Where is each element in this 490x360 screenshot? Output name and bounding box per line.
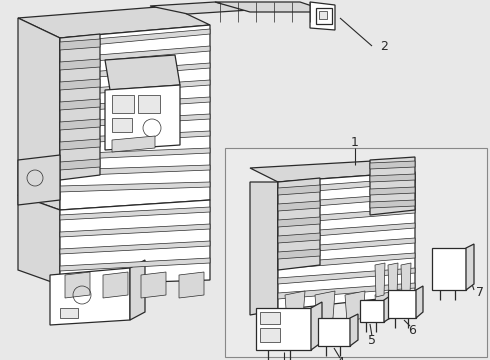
Polygon shape xyxy=(215,2,330,12)
Text: 7: 7 xyxy=(476,287,484,300)
Bar xyxy=(319,11,327,19)
Polygon shape xyxy=(18,6,210,38)
Polygon shape xyxy=(375,263,385,297)
Polygon shape xyxy=(278,178,320,270)
Polygon shape xyxy=(105,55,180,90)
Polygon shape xyxy=(112,136,155,152)
Polygon shape xyxy=(285,291,305,322)
Polygon shape xyxy=(18,155,60,205)
Polygon shape xyxy=(278,178,415,194)
Polygon shape xyxy=(370,161,415,169)
Polygon shape xyxy=(278,201,320,211)
Polygon shape xyxy=(466,244,474,290)
Polygon shape xyxy=(141,272,166,298)
Text: 1: 1 xyxy=(351,136,359,149)
Polygon shape xyxy=(278,172,415,310)
Polygon shape xyxy=(278,253,415,269)
Polygon shape xyxy=(310,2,335,30)
Polygon shape xyxy=(60,139,100,150)
Polygon shape xyxy=(60,39,100,50)
Polygon shape xyxy=(60,182,210,192)
Bar xyxy=(316,8,332,24)
Polygon shape xyxy=(130,260,145,320)
Polygon shape xyxy=(278,268,415,284)
Polygon shape xyxy=(278,217,320,227)
Polygon shape xyxy=(370,174,415,182)
Text: 6: 6 xyxy=(408,324,416,337)
Polygon shape xyxy=(103,272,128,298)
Polygon shape xyxy=(60,159,100,170)
Polygon shape xyxy=(60,207,210,220)
Bar xyxy=(260,328,280,342)
Polygon shape xyxy=(60,148,210,160)
Polygon shape xyxy=(278,283,415,299)
Polygon shape xyxy=(60,29,210,48)
Polygon shape xyxy=(60,119,100,130)
Polygon shape xyxy=(60,79,100,90)
Bar xyxy=(256,308,311,350)
Polygon shape xyxy=(350,314,358,346)
Bar xyxy=(60,308,78,318)
Polygon shape xyxy=(65,272,90,298)
Polygon shape xyxy=(388,263,398,297)
Polygon shape xyxy=(60,241,210,254)
Polygon shape xyxy=(18,18,60,210)
Polygon shape xyxy=(345,291,365,322)
Polygon shape xyxy=(150,2,250,14)
Polygon shape xyxy=(60,25,210,210)
Polygon shape xyxy=(60,200,210,285)
Polygon shape xyxy=(278,233,320,243)
Polygon shape xyxy=(370,187,415,195)
Polygon shape xyxy=(60,165,210,176)
Polygon shape xyxy=(18,195,60,285)
Polygon shape xyxy=(60,34,100,180)
Bar xyxy=(138,95,160,113)
Polygon shape xyxy=(250,160,415,182)
Polygon shape xyxy=(179,272,204,298)
Polygon shape xyxy=(278,238,415,254)
Bar xyxy=(112,118,132,132)
Bar xyxy=(112,95,134,113)
Polygon shape xyxy=(416,286,423,318)
Polygon shape xyxy=(278,249,320,259)
Polygon shape xyxy=(250,182,278,315)
Polygon shape xyxy=(278,223,415,239)
Polygon shape xyxy=(311,302,322,350)
Polygon shape xyxy=(60,97,210,112)
Polygon shape xyxy=(278,193,415,209)
Polygon shape xyxy=(370,157,415,215)
Polygon shape xyxy=(370,200,415,208)
Polygon shape xyxy=(60,114,210,128)
Polygon shape xyxy=(384,296,390,322)
Polygon shape xyxy=(60,59,100,70)
Bar xyxy=(318,318,350,346)
Polygon shape xyxy=(278,185,320,195)
Polygon shape xyxy=(60,131,210,144)
Polygon shape xyxy=(60,80,210,96)
Bar xyxy=(360,300,384,322)
Polygon shape xyxy=(60,224,210,237)
Text: 2: 2 xyxy=(380,40,388,53)
Polygon shape xyxy=(60,258,210,271)
Text: 5: 5 xyxy=(368,333,376,346)
Polygon shape xyxy=(315,291,335,322)
Polygon shape xyxy=(60,46,210,64)
Polygon shape xyxy=(60,99,100,110)
Polygon shape xyxy=(50,268,130,325)
Polygon shape xyxy=(375,291,395,322)
Text: 4: 4 xyxy=(336,356,344,360)
Polygon shape xyxy=(401,263,411,297)
Bar xyxy=(388,290,416,318)
Polygon shape xyxy=(105,85,180,150)
Bar xyxy=(432,248,466,290)
Polygon shape xyxy=(60,63,210,80)
Bar xyxy=(260,312,280,324)
Bar xyxy=(225,148,487,357)
Polygon shape xyxy=(278,208,415,224)
